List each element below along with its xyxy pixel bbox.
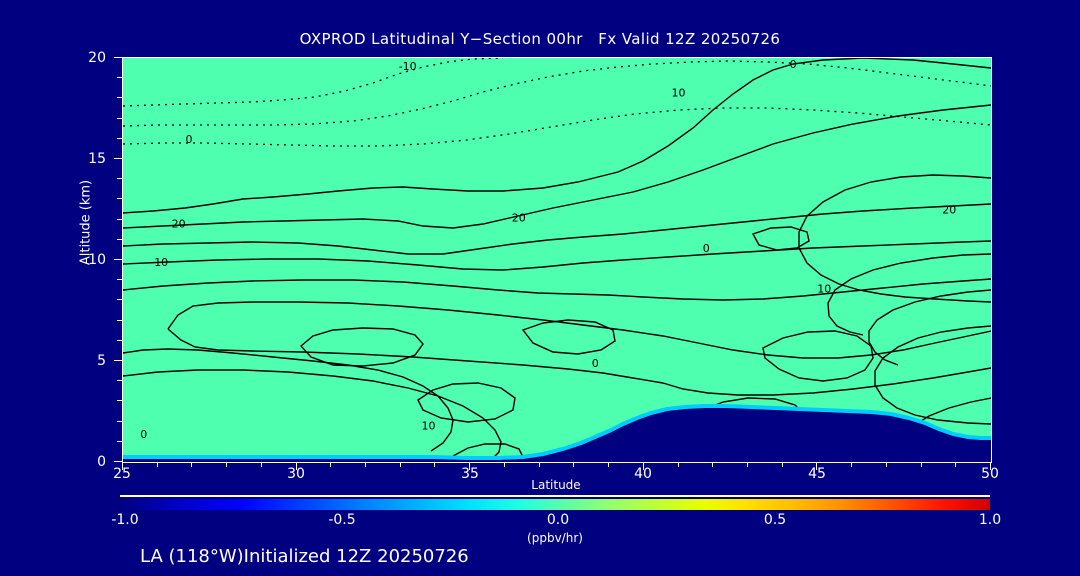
x-minor-tick [677,462,679,467]
contour-label: 10 [422,420,436,433]
x-minor-tick [608,462,610,467]
contour-label: 10 [672,86,686,99]
contour-lines-positive [123,58,991,461]
y-minor-tick [117,299,122,301]
y-major-tick [114,57,122,58]
x-minor-tick [920,462,922,467]
x-minor-tick [538,462,540,467]
x-tick-label-35: 35 [461,466,479,482]
colorbar-tick-label-0: 0.0 [546,512,570,528]
x-minor-tick [781,462,783,467]
contour-label: -10 [399,60,417,73]
x-minor-tick [885,462,887,467]
x-minor-tick [365,462,367,467]
contour-value-labels: -1002020201010101000000 [140,58,956,447]
y-minor-tick [117,380,122,382]
y-minor-tick [117,198,122,200]
colorbar-container[interactable] [120,495,990,510]
x-minor-tick [712,462,714,467]
contour-label: 0 [703,242,710,255]
y-minor-tick [117,238,122,240]
y-major-tick [114,259,122,260]
x-major-tick [816,462,818,470]
colorbar-tick-label-neg1: -1.0 [111,512,139,528]
y-major-tick [114,461,122,462]
x-minor-tick [156,462,158,467]
colorbar-tick-label-1: 1.0 [978,512,1002,528]
contour-label: 0 [790,58,797,71]
y-minor-tick [117,97,122,99]
x-minor-tick [330,462,332,467]
figure-title: OXPROD Latitudinal Y−Section 00hr Fx Val… [299,30,781,48]
colorbar-gradient [120,499,990,510]
x-minor-tick [399,462,401,467]
contour-label: 20 [512,212,526,225]
y-minor-tick [117,339,122,341]
figure-footer: LA (118°W)Initialized 12Z 20250726 [140,546,469,567]
y-minor-tick [117,440,122,442]
contour-label: 20 [172,218,186,231]
y-minor-tick [117,117,122,119]
colorbar-tick-label-0-5: 0.5 [763,512,787,528]
y-minor-tick [117,218,122,220]
x-minor-tick [434,462,436,467]
x-tick-label-40: 40 [634,466,652,482]
contour-label: 0 [592,357,599,370]
x-axis-label: Latitude [531,478,581,492]
contour-label: 0 [186,133,193,146]
y-minor-tick [117,279,122,281]
x-minor-tick [851,462,853,467]
y-minor-tick [117,400,122,402]
x-minor-tick [746,462,748,467]
y-minor-tick [117,178,122,180]
y-minor-tick [117,137,122,139]
contour-lines-negative [123,58,991,147]
x-minor-tick [503,462,505,467]
x-tick-label-25: 25 [113,466,131,482]
y-tick-label-10: 10 [88,252,106,268]
x-major-tick [642,462,644,470]
contour-label: 20 [942,204,956,217]
y-minor-tick [117,420,122,422]
y-major-tick [114,360,122,361]
x-minor-tick [191,462,193,467]
y-tick-label-20: 20 [88,50,106,66]
x-major-tick [990,462,991,470]
terrain-ground [123,404,991,462]
x-major-tick [469,462,471,470]
x-tick-label-45: 45 [808,466,826,482]
contour-plot: -1002020201010101000000 [123,58,991,462]
x-minor-tick [955,462,957,467]
y-tick-label-0: 0 [97,454,106,470]
y-minor-tick [117,77,122,79]
x-major-tick [295,462,297,470]
colorbar-tick-label-neg0-5: -0.5 [328,512,356,528]
x-major-tick [122,462,123,470]
contour-label: 0 [140,428,147,441]
x-tick-label-50: 50 [981,466,999,482]
x-minor-tick [573,462,575,467]
contour-label: 10 [817,282,831,295]
y-minor-tick [117,319,122,321]
y-tick-label-5: 5 [97,353,106,369]
plot-area[interactable]: -1002020201010101000000 [122,57,992,463]
contour-label: 10 [154,256,168,269]
y-tick-label-15: 15 [88,151,106,167]
y-major-tick [114,158,122,159]
x-minor-tick [260,462,262,467]
colorbar-units-label: (ppbv/hr) [527,531,583,545]
x-tick-label-30: 30 [287,466,305,482]
x-minor-tick [226,462,228,467]
